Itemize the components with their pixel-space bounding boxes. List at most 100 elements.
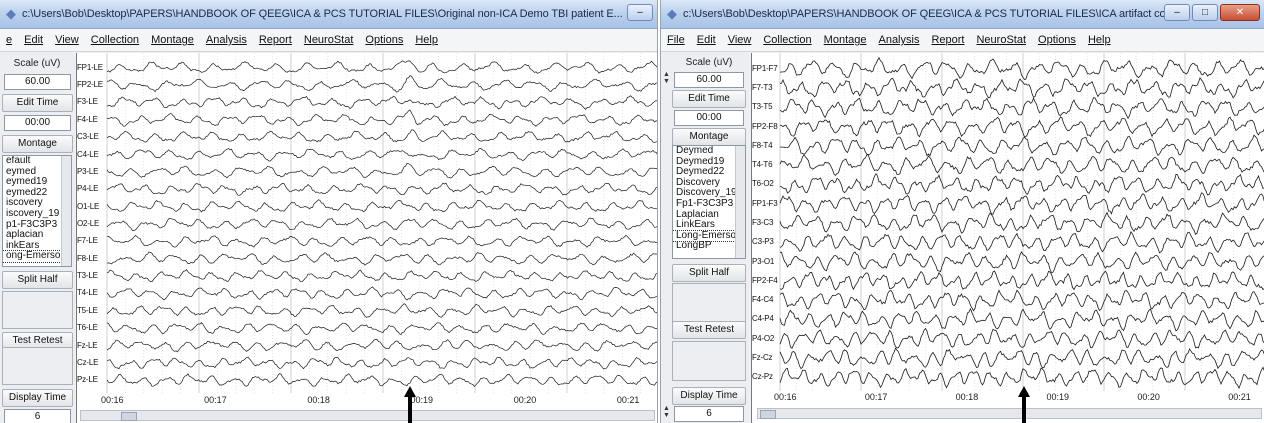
split-half-panel xyxy=(2,291,73,329)
scale-spinner-icon[interactable]: ▲ ▼ xyxy=(663,71,670,85)
menu-view[interactable]: View xyxy=(55,34,79,46)
montage-option[interactable]: LinkEars xyxy=(676,219,715,231)
montage-option[interactable]: eymed22 xyxy=(6,186,48,198)
menu-options[interactable]: Options xyxy=(1038,34,1076,46)
test-retest-button[interactable]: Test Retest xyxy=(672,321,746,339)
menu-collection[interactable]: Collection xyxy=(763,34,812,46)
edit-time-button[interactable]: Edit Time xyxy=(2,94,73,112)
horizontal-scrollbar[interactable] xyxy=(80,410,655,421)
montage-option[interactable]: eymed xyxy=(6,165,37,177)
montage-option[interactable]: Deymed xyxy=(676,145,714,156)
eeg-trace xyxy=(779,134,1264,157)
eeg-traces xyxy=(779,53,1264,391)
title-bar[interactable]: ◆ c:\Users\Bob\Desktop\PAPERS\HANDBOOK O… xyxy=(0,0,657,29)
montage-option[interactable]: Deymed22 xyxy=(676,166,725,178)
menu-file[interactable]: File xyxy=(667,34,685,46)
maximize-button[interactable]: □ xyxy=(1192,4,1218,21)
channel-label: F8-LE xyxy=(77,253,98,263)
montage-option[interactable]: efault xyxy=(6,155,31,166)
eeg-trace xyxy=(106,251,657,266)
montage-list[interactable]: Deymed Deymed19 Deymed22 Discovery Discovery… xyxy=(672,145,746,259)
montage-option[interactable]: Long-Emersor xyxy=(673,229,745,243)
time-axis: 00:16 00:17 00:18 00:19 00:20 00:21 xyxy=(77,395,657,409)
scale-input[interactable]: 60.00 xyxy=(674,72,744,88)
montage-list-scrollbar[interactable] xyxy=(735,146,745,258)
menu-file[interactable]: e xyxy=(6,34,13,46)
time-tick-label: 00:18 xyxy=(955,392,979,402)
right-eeg-window: ◆ c:\Users\Bob\Desktop\PAPERS\HANDBOOK O… xyxy=(660,0,1264,423)
montage-option[interactable]: Fp1-F3C3P3 xyxy=(676,197,734,209)
display-time-spinner-icon[interactable]: ▲ ▼ xyxy=(663,405,670,419)
close-button[interactable]: ✕ xyxy=(1220,4,1260,21)
edit-time-button[interactable]: Edit Time xyxy=(672,90,746,108)
time-axis: 00:16 00:17 00:18 00:19 00:20 00:21 xyxy=(752,392,1264,406)
channel-label: T4-T6 xyxy=(752,160,773,170)
edit-time-input[interactable]: 00:00 xyxy=(674,110,744,126)
menu-report[interactable]: Report xyxy=(931,34,965,46)
montage-option[interactable]: LongBP xyxy=(676,240,712,252)
channel-label: T4-LE xyxy=(77,288,98,298)
montage-option[interactable]: Discovery xyxy=(676,176,720,188)
montage-option[interactable]: Laplacian xyxy=(676,208,719,220)
montage-option[interactable]: p1-F3C3P3 xyxy=(6,218,58,230)
scale-label: Scale (uV) xyxy=(685,57,733,68)
menu-help[interactable]: Help xyxy=(1087,34,1111,46)
edit-time-input[interactable]: 00:00 xyxy=(4,115,71,131)
window-title: c:\Users\Bob\Desktop\PAPERS\HANDBOOK OF … xyxy=(683,8,1181,20)
menu-montage[interactable]: Montage xyxy=(151,34,194,46)
eeg-trace xyxy=(106,109,657,127)
eeg-trace-area[interactable]: FP1-LE FP2-LE F3-LE F4-LE C3-LE C4-LE P3-LE P4-… xyxy=(76,53,657,423)
eeg-trace xyxy=(779,289,1264,312)
menu-options[interactable]: Options xyxy=(365,34,404,46)
marker-arrow-icon xyxy=(404,386,416,423)
menu-edit[interactable]: Edit xyxy=(696,34,716,46)
minimize-button[interactable]: – xyxy=(627,4,653,21)
montage-option[interactable]: iscovery xyxy=(6,197,43,209)
menu-collection[interactable]: Collection xyxy=(90,34,140,46)
channel-label: FP1-F7 xyxy=(752,63,778,73)
montage-option[interactable]: Deymed19 xyxy=(676,155,725,167)
montage-button[interactable]: Montage xyxy=(2,135,73,153)
display-time-button[interactable]: Display Time xyxy=(2,389,73,407)
menu-report[interactable]: Report xyxy=(258,34,292,46)
split-half-button[interactable]: Split Half xyxy=(2,271,73,289)
display-time-input[interactable]: 6 xyxy=(674,406,744,422)
channel-label: O2-LE xyxy=(77,219,100,228)
eeg-trace xyxy=(106,75,657,93)
menu-neurostat[interactable]: NeuroStat xyxy=(303,34,354,46)
montage-button[interactable]: Montage xyxy=(672,128,746,146)
eeg-trace xyxy=(779,270,1264,291)
montage-option[interactable]: aplacian xyxy=(6,229,44,241)
split-half-button[interactable]: Split Half xyxy=(672,264,746,282)
montage-option[interactable]: eymed19 xyxy=(6,176,48,188)
montage-list[interactable]: efault eymed eymed19 eymed22 iscovery iscover… xyxy=(2,155,72,267)
menu-help[interactable]: Help xyxy=(415,34,438,46)
title-bar[interactable]: ◆ c:\Users\Bob\Desktop\PAPERS\HANDBOOK O… xyxy=(661,0,1264,29)
eeg-trace xyxy=(106,303,657,318)
eeg-trace xyxy=(779,211,1264,235)
scroll-thumb[interactable] xyxy=(121,412,137,421)
menu-neurostat[interactable]: NeuroStat xyxy=(976,34,1027,46)
minimize-button[interactable]: – xyxy=(1164,4,1190,21)
scale-input[interactable]: 60.00 xyxy=(4,74,71,90)
eeg-trace-area[interactable]: FP1-F7 F7-T3 T3-T5 FP2-F8 F8-T4 T4-T6 T6-O2 FP1… xyxy=(751,53,1264,423)
menu-analysis[interactable]: Analysis xyxy=(878,34,920,46)
menu-analysis[interactable]: Analysis xyxy=(205,34,247,46)
horizontal-scrollbar[interactable] xyxy=(757,408,1262,419)
montage-option[interactable]: inkEars xyxy=(6,239,40,251)
menu-montage[interactable]: Montage xyxy=(823,34,867,46)
eeg-trace xyxy=(106,269,657,283)
montage-list-scrollbar[interactable] xyxy=(61,156,71,266)
eeg-trace xyxy=(779,307,1264,332)
display-time-input[interactable]: 6 xyxy=(4,409,71,423)
menu-view[interactable]: View xyxy=(727,34,752,46)
menu-bar: e Edit View Collection Montage Analysis … xyxy=(0,29,657,52)
montage-option[interactable]: Discovery_19 xyxy=(676,187,737,199)
channel-label: T6-LE xyxy=(77,323,98,333)
montage-option[interactable]: iscovery_19 xyxy=(6,207,60,219)
display-time-button[interactable]: Display Time xyxy=(672,387,746,405)
eeg-trace xyxy=(106,235,657,248)
scroll-thumb[interactable] xyxy=(760,410,776,419)
montage-option[interactable]: ong-Emersor xyxy=(3,250,71,263)
menu-edit[interactable]: Edit xyxy=(24,34,44,46)
